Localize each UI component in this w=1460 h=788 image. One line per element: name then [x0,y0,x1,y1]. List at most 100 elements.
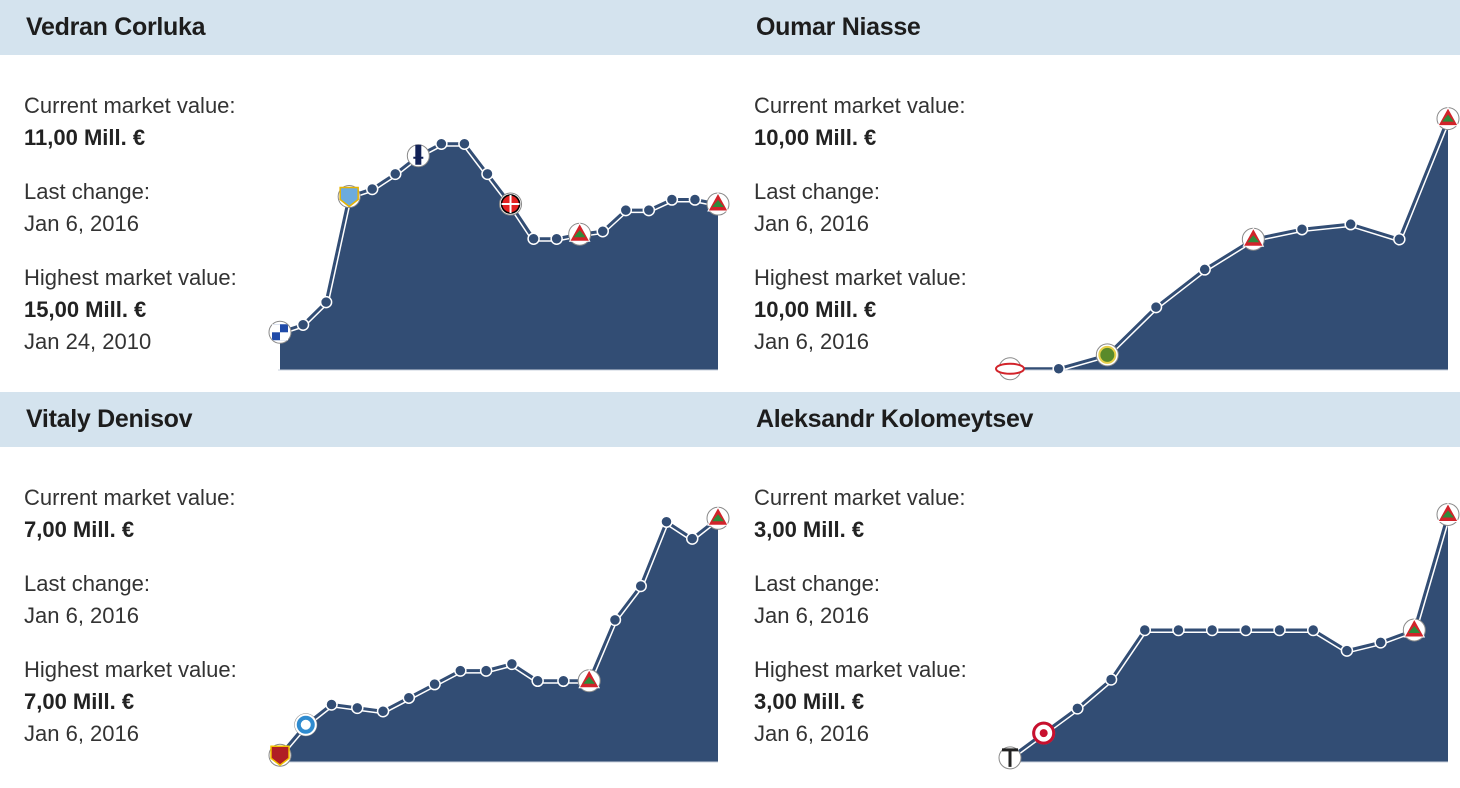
data-point[interactable] [1198,263,1211,276]
lokomotiv-inner [712,200,724,208]
data-point[interactable] [365,182,379,196]
player-card: Vedran Corluka Current market value: 11,… [0,0,730,392]
chart-area [280,143,718,370]
market-value-chart[interactable] [998,492,1460,770]
last-change-date: Jan 6, 2016 [24,211,139,236]
bayer-cross [501,195,520,214]
data-point[interactable] [1239,623,1253,637]
last-change-date: Jan 6, 2016 [24,603,139,628]
data-point[interactable] [665,193,679,206]
highest-value-label: Highest market value: [24,657,237,682]
current-value-label: Current market value: [754,93,966,118]
data-point[interactable] [1273,623,1286,637]
brann-icon[interactable] [995,357,1025,381]
highest-value-label: Highest market value: [24,265,237,290]
player-card: Vitaly Denisov Current market value: 7,0… [0,392,730,784]
data-point[interactable] [428,677,441,691]
lokomotiv-moscow-icon[interactable] [1402,617,1426,642]
data-point[interactable] [454,664,467,677]
player-name[interactable]: Oumar Niasse [730,0,1460,55]
data-point[interactable] [1306,623,1320,637]
highest-value-date: Jan 6, 2016 [754,721,869,746]
data-point[interactable] [1138,623,1152,637]
lokomotiv-moscow-icon[interactable] [568,222,592,246]
data-point[interactable] [319,295,333,309]
data-point[interactable] [1344,217,1357,231]
chart-svg [995,106,1460,381]
data-point[interactable] [1295,222,1309,236]
data-point[interactable] [296,318,310,331]
data-point[interactable] [1393,233,1406,246]
lokomotiv-inner [1442,510,1454,518]
amkar-perm-icon[interactable] [1032,721,1056,745]
current-value-label: Current market value: [24,93,236,118]
data-point[interactable] [527,232,540,246]
dnipro-inner [300,719,311,730]
data-point[interactable] [1104,673,1118,686]
data-point[interactable] [642,203,656,217]
data-point[interactable] [505,657,519,671]
data-point[interactable] [688,193,702,206]
data-point[interactable] [1172,623,1185,637]
lokomotiv-moscow-icon[interactable] [577,668,601,693]
torpedo-moscow-icon[interactable] [998,746,1022,770]
cska-moscow-icon[interactable] [268,743,292,767]
data-point[interactable] [550,232,563,246]
manchester-city-icon[interactable] [337,185,361,209]
data-point[interactable] [402,691,416,704]
data-point[interactable] [685,532,699,545]
chart-svg [998,502,1460,770]
data-point[interactable] [1340,644,1354,657]
data-point[interactable] [1071,702,1084,715]
data-point[interactable] [458,137,471,150]
torpedo-t [1002,748,1018,767]
tottenham-icon[interactable] [406,144,430,168]
bayer-leverkusen-icon[interactable] [499,192,523,216]
data-point[interactable] [435,137,448,150]
data-point[interactable] [1052,362,1065,375]
player-name[interactable]: Aleksandr Kolomeytsev [730,392,1460,447]
current-value-label: Current market value: [24,485,236,510]
data-point[interactable] [1149,300,1163,314]
akhisarspor-icon[interactable] [1095,343,1119,367]
data-point[interactable] [634,579,647,593]
data-point[interactable] [389,167,402,181]
market-value-chart[interactable] [995,100,1460,381]
cska-shield [270,745,290,767]
lokomotiv-moscow-icon[interactable] [706,506,730,530]
dinamo-zagreb-icon[interactable] [268,320,292,344]
data-point[interactable] [481,167,494,181]
highest-value: 3,00 Mill. € [754,689,865,714]
data-point[interactable] [531,674,544,688]
player-name[interactable]: Vitaly Denisov [0,392,730,447]
data-point[interactable] [557,674,570,688]
data-point[interactable] [660,515,673,528]
lokomotiv-moscow-icon[interactable] [1436,106,1460,131]
data-point[interactable] [351,701,364,715]
dnipro-icon[interactable] [294,713,318,737]
data-point[interactable] [619,203,633,217]
data-point[interactable] [596,224,609,238]
lokomotiv-moscow-icon[interactable] [1436,502,1460,526]
current-value-label: Current market value: [754,485,966,510]
player-name[interactable]: Vedran Corluka [0,0,730,55]
data-point[interactable] [608,613,622,627]
market-value-chart[interactable] [268,492,730,770]
current-value: 7,00 Mill. € [24,517,135,542]
data-point[interactable] [479,664,493,677]
lokomotiv-moscow-icon[interactable] [1241,227,1265,251]
market-value-chart[interactable] [268,100,730,378]
chart-svg [268,506,730,767]
data-point[interactable] [1374,636,1387,649]
data-point[interactable] [376,704,390,718]
lokomotiv-inner [1247,235,1260,243]
data-point[interactable] [325,698,338,711]
lokomotiv-moscow-icon[interactable] [706,192,730,216]
current-value: 10,00 Mill. € [754,125,877,150]
data-point[interactable] [1205,623,1219,637]
chart-line [1010,118,1450,371]
highest-value-date: Jan 6, 2016 [754,329,869,354]
lokomotiv-inner [583,676,596,684]
spurs-cockerel [413,144,424,165]
